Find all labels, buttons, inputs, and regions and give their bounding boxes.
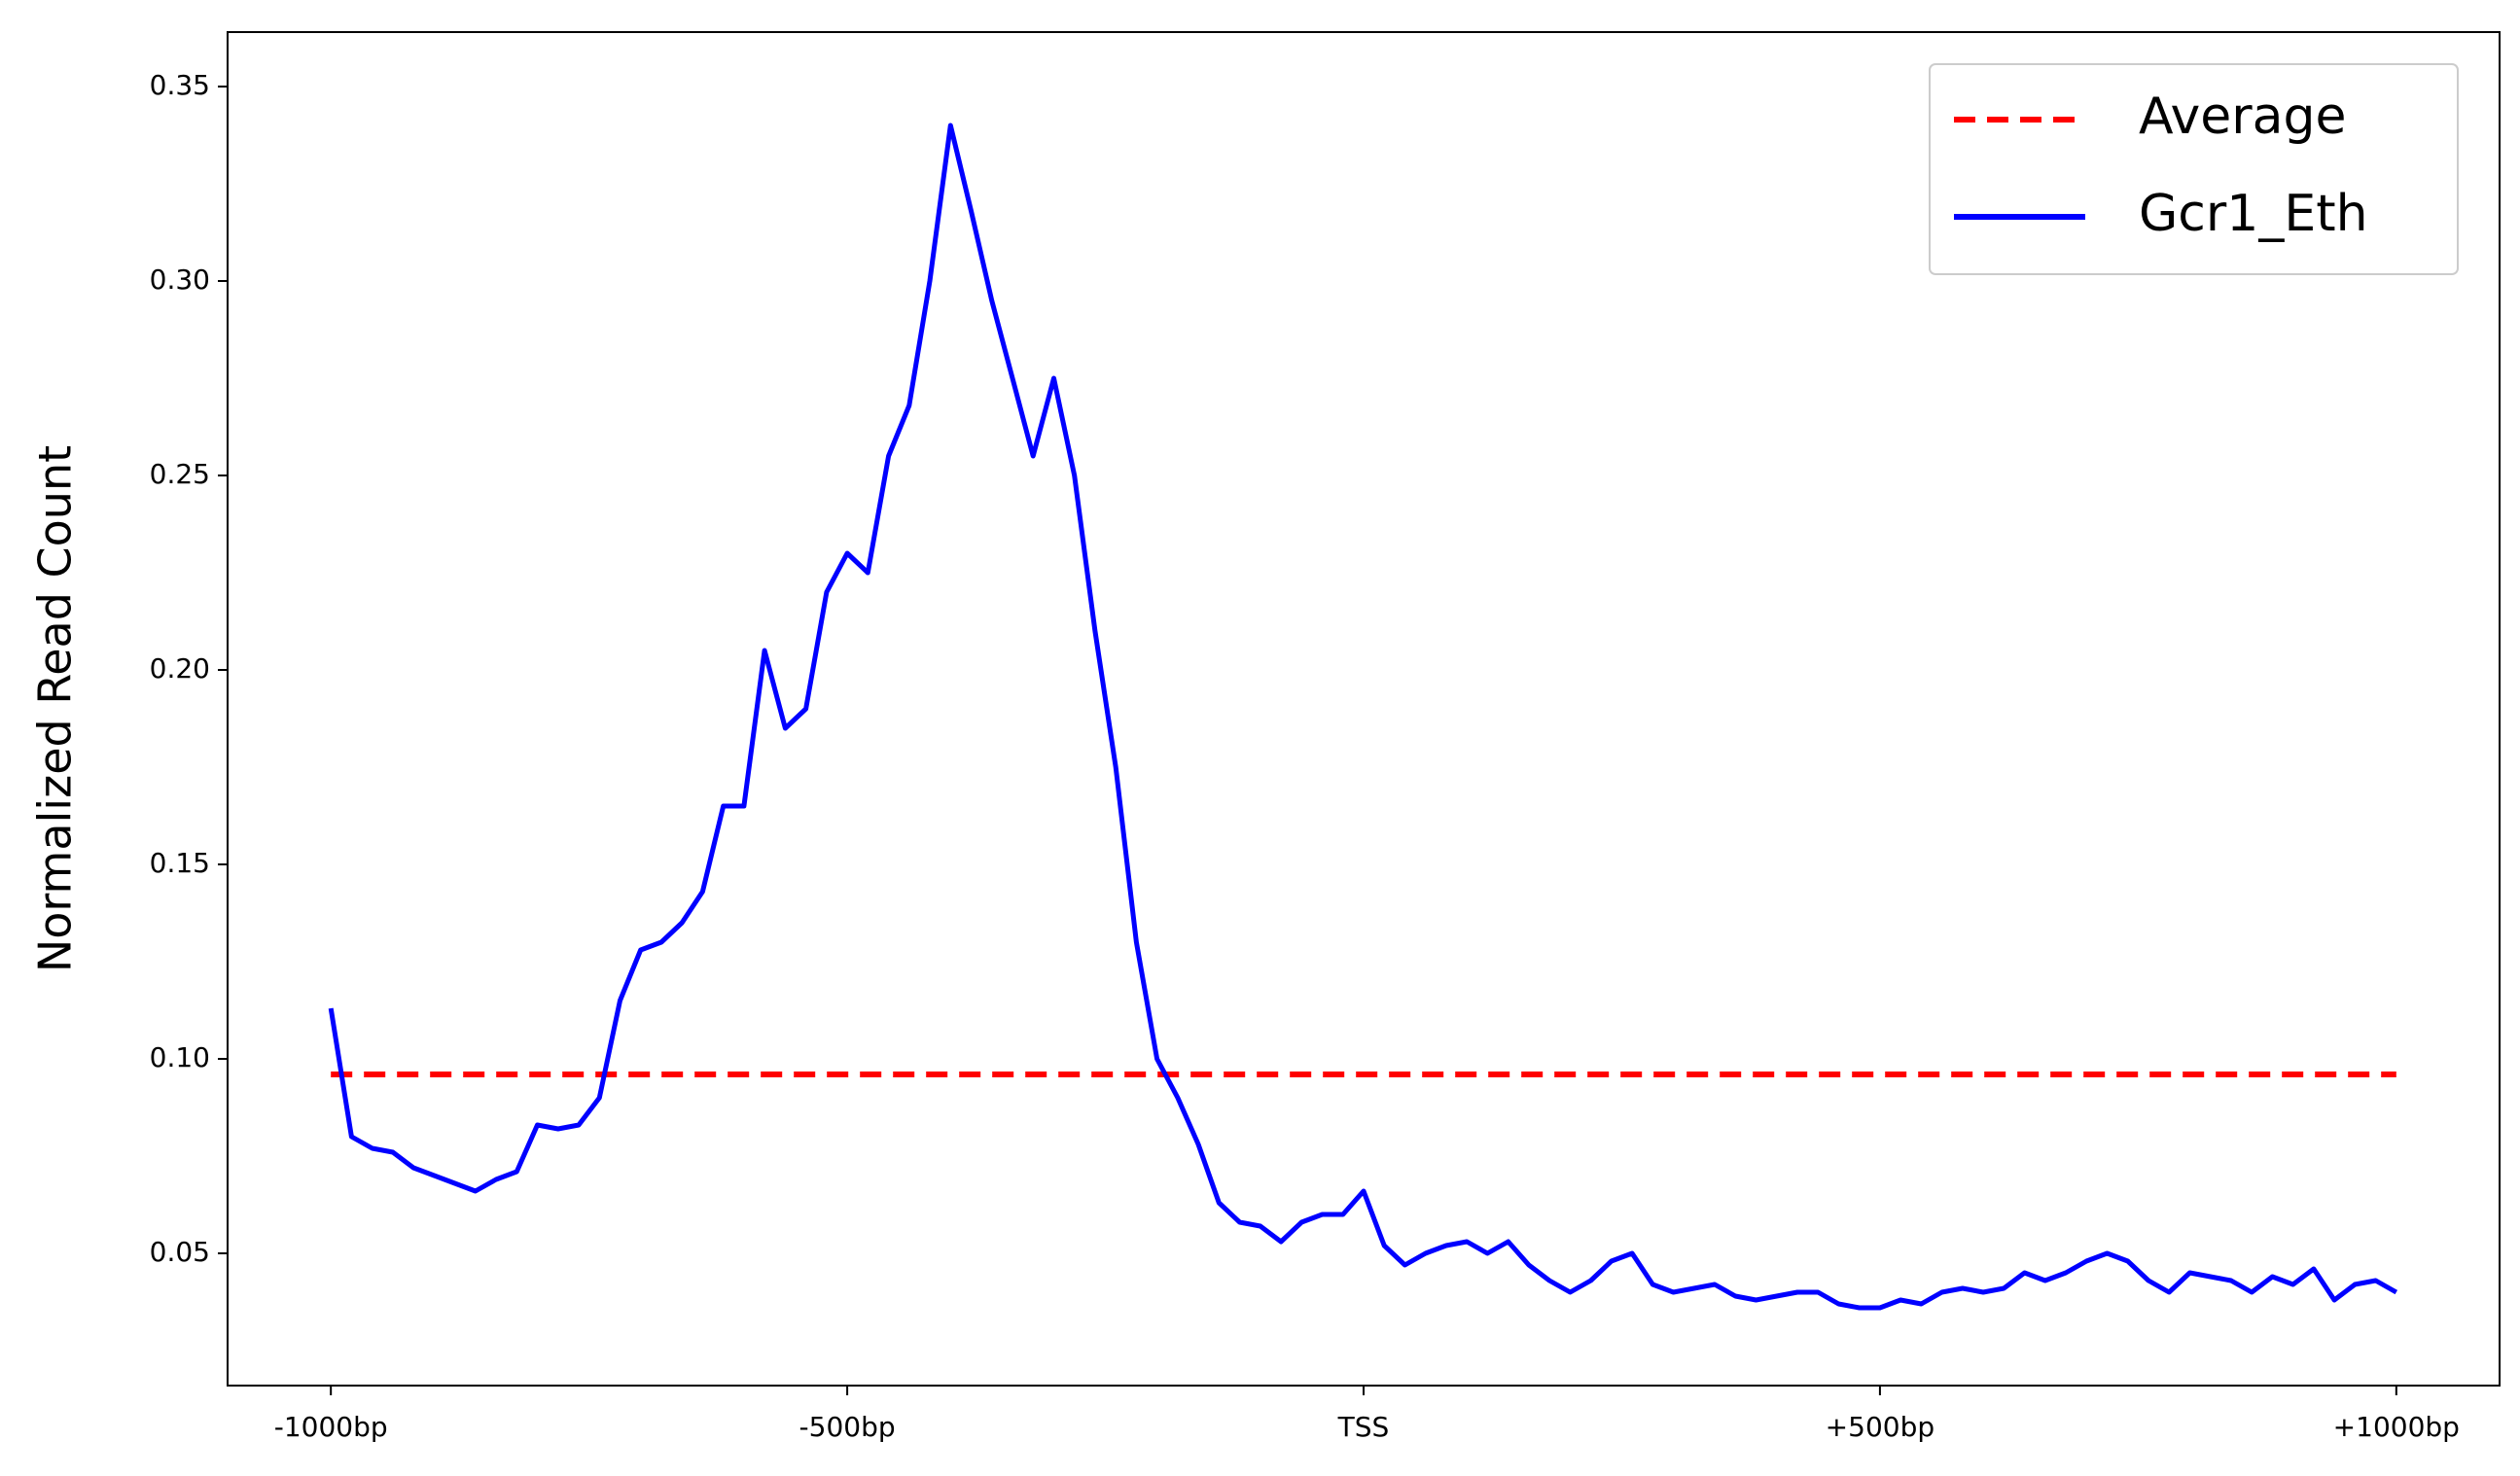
y-tick-label: 0.05 — [150, 1236, 210, 1268]
x-tick-label: +500bp — [1826, 1411, 1934, 1443]
y-tick-label: 0.35 — [150, 69, 210, 101]
y-tick-label: 0.25 — [150, 458, 210, 490]
y-tick-label: 0.30 — [150, 264, 210, 296]
series-line — [328, 123, 2398, 1311]
legend-label: Gcr1_Eth — [2139, 185, 2368, 243]
y-tick-label: 0.10 — [150, 1041, 210, 1073]
x-tick-label: TSS — [1337, 1411, 1390, 1443]
x-tick-label: -1000bp — [274, 1411, 388, 1443]
x-tick-label: -500bp — [799, 1411, 896, 1443]
legend-label: Average — [2139, 88, 2347, 146]
x-tick-label: +1000bp — [2333, 1411, 2460, 1443]
y-tick-label: 0.15 — [150, 847, 210, 879]
y-tick-label: 0.20 — [150, 652, 210, 685]
y-axis-label: Normalized Read Count — [29, 445, 82, 972]
